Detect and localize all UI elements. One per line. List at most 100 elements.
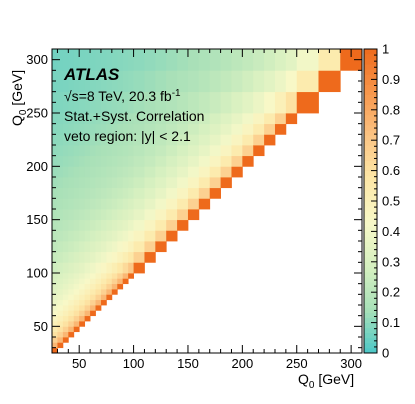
heatmap-cell [73,310,80,317]
heatmap-cell [117,219,124,231]
heatmap-cell [84,299,91,306]
colorbar-segment [364,317,377,323]
heatmap-cell [73,134,80,146]
heatmap-cell [122,123,129,135]
heatmap-cell [52,326,58,333]
heatmap-cell [68,145,75,157]
x-tick-label: 200 [231,356,253,371]
colorbar-segment [364,287,377,293]
heatmap-cell [209,113,221,125]
heatmap-cell [177,134,189,146]
heatmap-cell [79,230,86,242]
heatmap-cell [90,113,96,125]
colorbar-tick-label: 0 [382,346,389,361]
colorbar-segment [364,206,377,212]
heatmap-cell [84,145,91,157]
colorbar-segment [364,282,377,288]
heatmap-cell [296,49,319,71]
heatmap-cell [166,70,178,93]
heatmap-cell [231,91,243,114]
heatmap-cell [128,113,134,125]
heatmap-cell [106,241,113,253]
heatmap-cell [90,278,96,285]
heatmap-cell [95,299,102,306]
heatmap-cell [144,70,156,93]
y-axis: 50 100 150 200 250 300 [26,48,362,349]
heatmap-cell [106,209,113,221]
heatmap-cell [68,321,75,327]
heatmap-cell [177,155,189,167]
heatmap-cell [209,123,221,135]
colorbar-segment [364,261,377,268]
heatmap-cell [62,251,69,263]
heatmap-cell [231,113,243,125]
colorbar-tick-label: 0.6 [382,163,400,178]
heatmap-cell [52,305,58,311]
heatmap-cell [155,113,167,125]
heatmap-cell [57,155,64,167]
colorbar-segment [364,190,377,197]
y-axis-label: Q0 [GeV] [9,70,29,126]
colorbar-segment [364,119,377,126]
y-tick-label: 50 [34,319,48,334]
heatmap-cell [166,155,178,167]
heatmap-cell [106,123,113,135]
colorbar-segment [364,332,377,339]
heatmap-cell [62,113,69,125]
heatmap-cell [220,134,232,146]
heatmap-cell [106,251,113,263]
heatmap-cell [68,273,75,279]
heatmap-cell [220,155,232,167]
heatmap-cell [84,113,91,125]
heatmap-cell [62,145,69,157]
heatmap-cell [62,49,69,71]
heatmap-cell [166,113,178,125]
heatmap-cell [84,251,91,263]
heatmap-cell [62,299,69,306]
heatmap-cell [144,145,156,157]
heatmap-cell [133,113,145,125]
heatmap-cell [52,209,58,221]
heatmap-cell [177,166,189,178]
heatmap-cell [220,70,232,93]
heatmap-cell [198,134,211,146]
heatmap-cell [117,49,124,71]
heatmap-cell [95,155,102,167]
heatmap-cell [68,305,75,311]
heatmap-cell [133,70,145,93]
colorbar-segment [364,302,377,308]
heatmap-cell [95,289,102,295]
heatmap-cell [52,155,58,167]
heatmap-cell [177,198,189,210]
heatmap-cell [111,70,118,93]
heatmap-cell [133,219,145,231]
heatmap-cell [95,262,102,274]
heatmap-cell [187,177,200,189]
heatmap-cell [111,134,118,146]
heatmap-cell [79,241,86,253]
heatmap-cell [198,155,211,167]
heatmap-cell [95,230,102,242]
heatmap-cell [220,145,232,157]
heatmap-cell [111,278,118,285]
heatmap-cell [84,310,91,317]
heatmap-cell [68,198,75,210]
heatmap-cell [62,70,69,93]
heatmap-cell [57,342,64,349]
heatmap-cell [100,134,107,146]
heatmap-cell [62,326,69,333]
heatmap-cell [68,289,75,295]
heatmap-cell [209,155,221,167]
heatmap-cell [106,134,113,146]
heatmap-cell [128,273,134,279]
heatmap-cell [100,70,107,93]
heatmap-cell [264,91,276,114]
y-tick-label: 300 [26,52,48,67]
heatmap-cell [90,198,96,210]
heatmap-cell [177,187,189,199]
heatmap-cell [166,166,178,178]
colorbar-segment [364,307,377,313]
heatmap-cell [95,123,102,135]
heatmap-cell [57,209,64,221]
heatmap-cell [73,305,80,311]
